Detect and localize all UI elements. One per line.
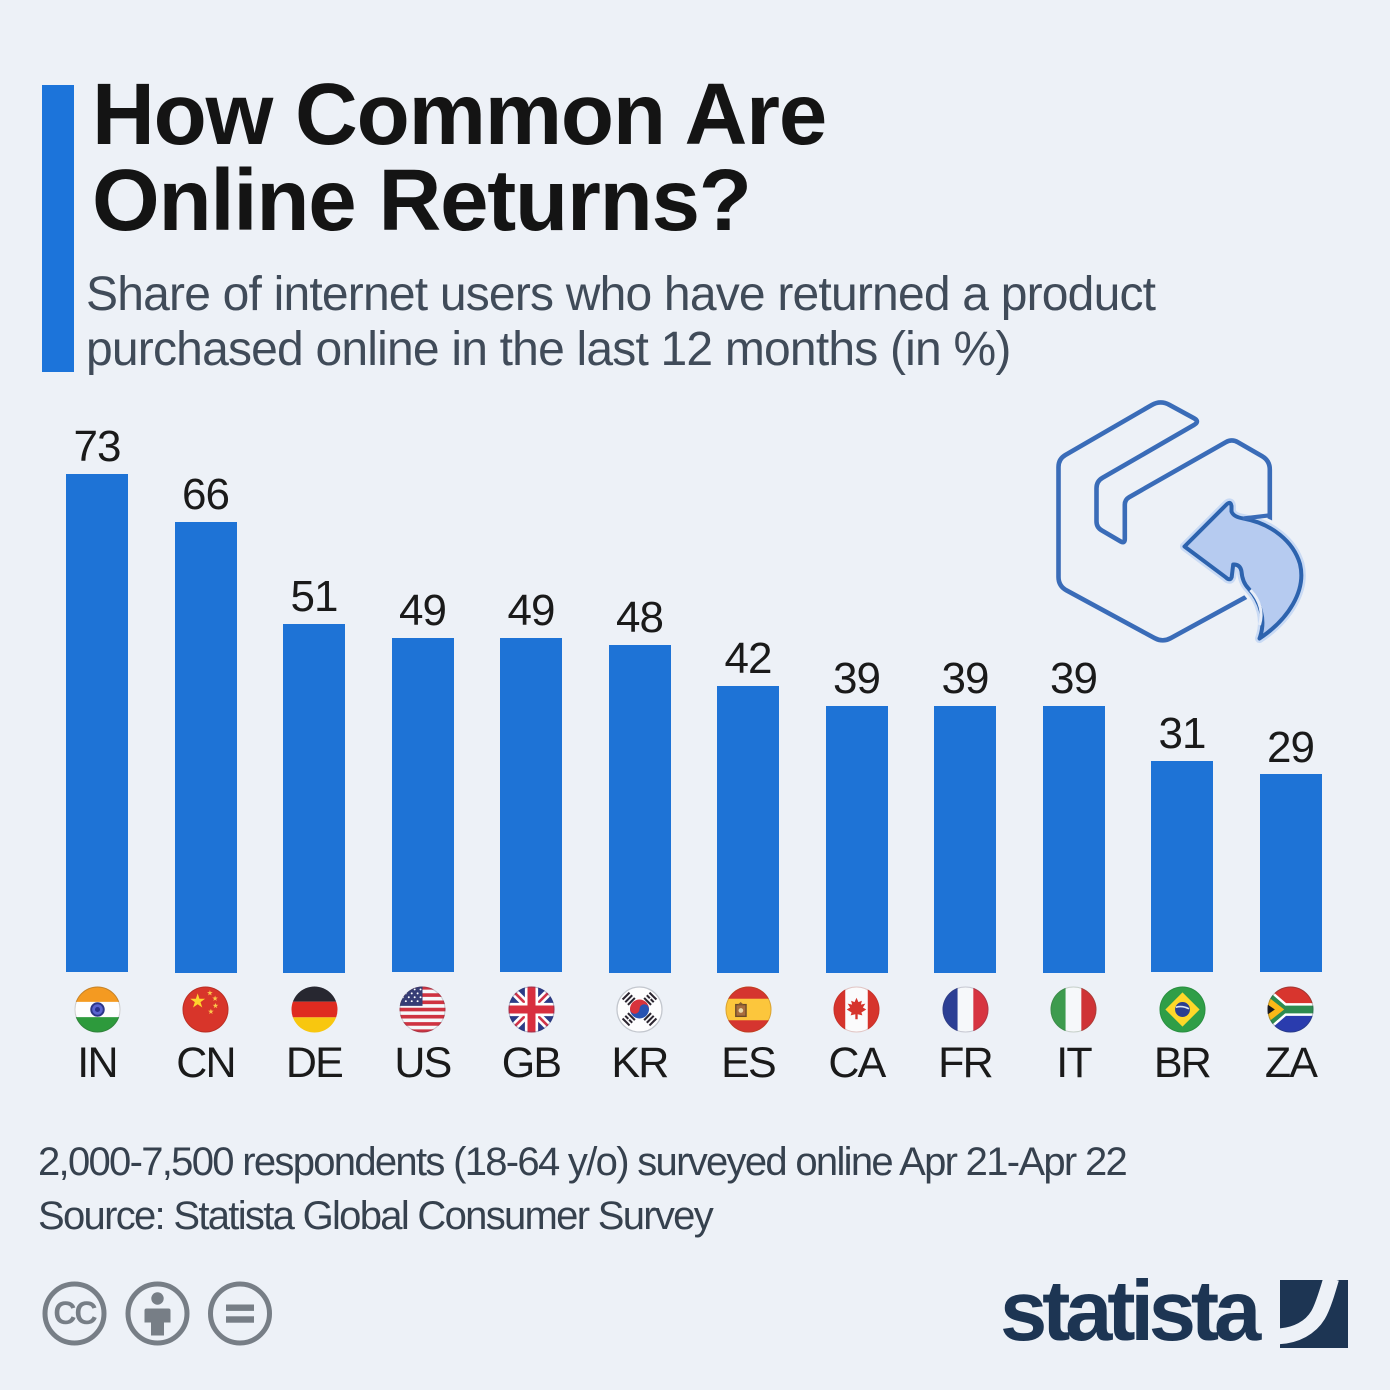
svg-text:CC: CC	[53, 1295, 97, 1331]
